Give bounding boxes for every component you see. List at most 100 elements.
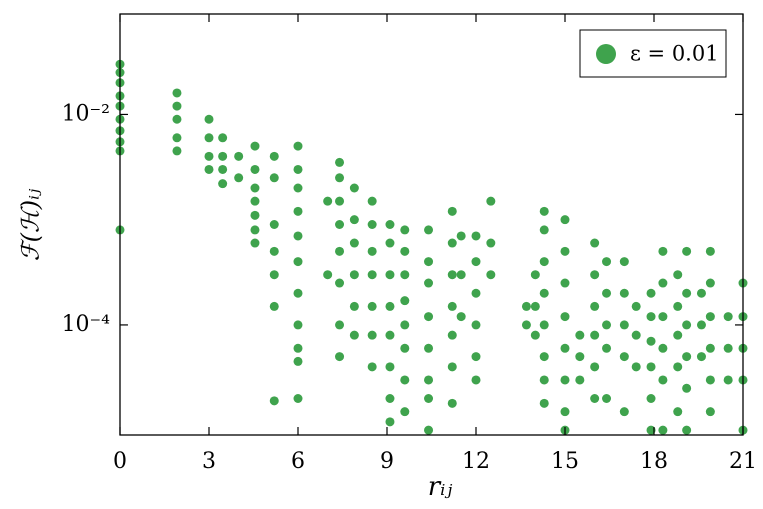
point bbox=[323, 196, 333, 206]
point bbox=[293, 257, 303, 267]
point bbox=[646, 394, 656, 404]
point bbox=[400, 320, 410, 330]
point bbox=[269, 220, 279, 229]
point bbox=[658, 246, 668, 256]
point bbox=[349, 183, 359, 193]
point bbox=[471, 231, 481, 241]
x-tick-label: 0 bbox=[113, 449, 127, 474]
point bbox=[367, 270, 377, 280]
x-tick-label: 21 bbox=[729, 449, 757, 474]
point bbox=[447, 330, 457, 340]
point bbox=[619, 352, 629, 362]
point bbox=[367, 220, 377, 229]
point bbox=[385, 417, 395, 427]
y-axis-label: ℱ(ℋ)ᵢⱼ bbox=[17, 188, 45, 261]
point bbox=[218, 164, 228, 174]
point bbox=[673, 270, 683, 280]
point bbox=[539, 375, 549, 385]
point bbox=[447, 270, 457, 280]
point bbox=[250, 164, 260, 174]
point bbox=[293, 141, 303, 151]
point bbox=[204, 164, 214, 174]
point bbox=[424, 225, 434, 235]
y-tick-label: 10⁻⁴ bbox=[62, 312, 111, 337]
point bbox=[349, 301, 359, 311]
point bbox=[424, 343, 434, 353]
point bbox=[631, 301, 641, 311]
point bbox=[602, 288, 612, 298]
point bbox=[335, 320, 345, 330]
point bbox=[646, 312, 656, 322]
point bbox=[521, 320, 531, 330]
point bbox=[575, 375, 585, 385]
point bbox=[673, 301, 683, 311]
point bbox=[705, 312, 715, 322]
point bbox=[619, 257, 629, 267]
point bbox=[590, 270, 600, 280]
point bbox=[269, 270, 279, 280]
point bbox=[619, 288, 629, 298]
point bbox=[293, 343, 303, 353]
y-tick-label: 10⁻² bbox=[62, 101, 110, 126]
point bbox=[705, 278, 715, 288]
point bbox=[560, 246, 570, 256]
point bbox=[539, 288, 549, 298]
point bbox=[424, 375, 434, 385]
point bbox=[349, 330, 359, 340]
point bbox=[539, 257, 549, 267]
point bbox=[521, 301, 531, 311]
point bbox=[447, 301, 457, 311]
point bbox=[400, 407, 410, 417]
point bbox=[590, 394, 600, 404]
point bbox=[349, 270, 359, 280]
point bbox=[456, 270, 466, 280]
point bbox=[293, 320, 303, 330]
point bbox=[539, 320, 549, 330]
point bbox=[602, 343, 612, 353]
point bbox=[602, 257, 612, 267]
plot-frame bbox=[119, 13, 744, 436]
point bbox=[349, 238, 359, 248]
point bbox=[590, 362, 600, 372]
point bbox=[385, 330, 395, 340]
point bbox=[723, 343, 733, 353]
point bbox=[705, 375, 715, 385]
point bbox=[631, 330, 641, 340]
point bbox=[471, 352, 481, 362]
point bbox=[335, 157, 345, 167]
point bbox=[471, 288, 481, 298]
point bbox=[250, 196, 260, 206]
point bbox=[172, 146, 182, 156]
point bbox=[293, 394, 303, 404]
point bbox=[335, 196, 345, 206]
point bbox=[560, 375, 570, 385]
point bbox=[293, 231, 303, 241]
point bbox=[658, 375, 668, 385]
point bbox=[486, 270, 496, 280]
point bbox=[172, 101, 182, 111]
point bbox=[705, 343, 715, 353]
point bbox=[560, 343, 570, 353]
point bbox=[424, 257, 434, 267]
point bbox=[658, 278, 668, 288]
point bbox=[250, 210, 260, 220]
point bbox=[293, 164, 303, 174]
point bbox=[293, 206, 303, 216]
point bbox=[646, 362, 656, 372]
point bbox=[400, 343, 410, 353]
point bbox=[602, 320, 612, 330]
point bbox=[385, 362, 395, 372]
point bbox=[234, 151, 244, 161]
point bbox=[486, 238, 496, 248]
point bbox=[619, 407, 629, 417]
point bbox=[486, 196, 496, 206]
point bbox=[447, 238, 457, 248]
point bbox=[367, 330, 377, 340]
point bbox=[646, 425, 656, 435]
point bbox=[367, 246, 377, 256]
point bbox=[646, 336, 656, 346]
point bbox=[400, 225, 410, 235]
point bbox=[400, 375, 410, 385]
point bbox=[323, 270, 333, 280]
